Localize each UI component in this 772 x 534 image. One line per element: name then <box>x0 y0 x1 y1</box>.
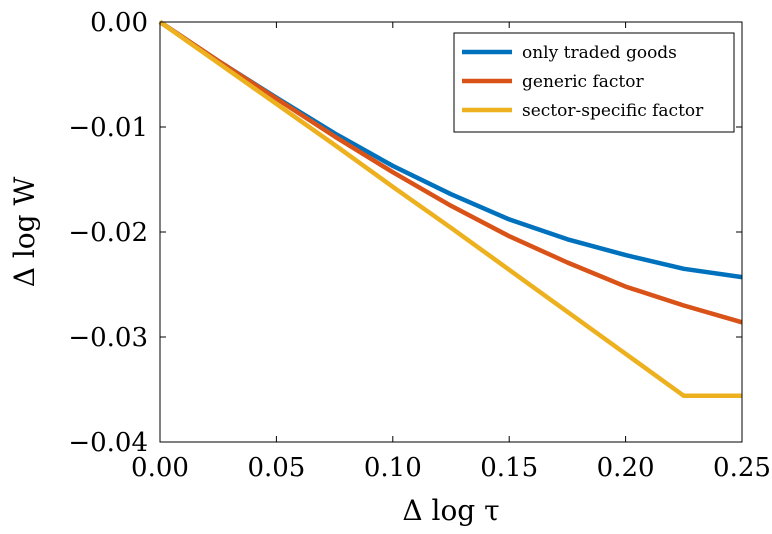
y-tick-label: 0.00 <box>90 8 148 38</box>
x-axis-label: Δ log τ <box>402 494 499 527</box>
x-tick-label: 0.15 <box>480 453 538 483</box>
y-axis-label: Δ log W <box>8 177 41 288</box>
legend: only traded goods generic factor sector-sp… <box>453 32 735 133</box>
x-tick-label: 0.00 <box>131 453 189 483</box>
tick-labels: 0.00 0.05 0.10 0.15 0.20 0.25 0.00 −0.01 −0.02 −0… <box>68 8 771 483</box>
legend-label: generic factor <box>522 72 644 92</box>
series-line-3 <box>158 20 742 399</box>
legend-label: only traded goods <box>522 43 677 63</box>
plot-lines <box>158 20 743 399</box>
y-tick-label: −0.03 <box>68 323 148 353</box>
axis-ticks <box>159 21 743 443</box>
y-tick-label: −0.04 <box>68 428 148 458</box>
series-line-2 <box>158 20 743 325</box>
x-tick-label: 0.05 <box>247 453 305 483</box>
y-tick-label: −0.02 <box>68 218 148 248</box>
x-tick-label: 0.25 <box>713 453 771 483</box>
x-tick-label: 0.10 <box>364 453 422 483</box>
y-tick-label: −0.01 <box>68 113 148 143</box>
legend-label: sector-specific factor <box>522 101 704 121</box>
x-tick-label: 0.20 <box>597 453 655 483</box>
